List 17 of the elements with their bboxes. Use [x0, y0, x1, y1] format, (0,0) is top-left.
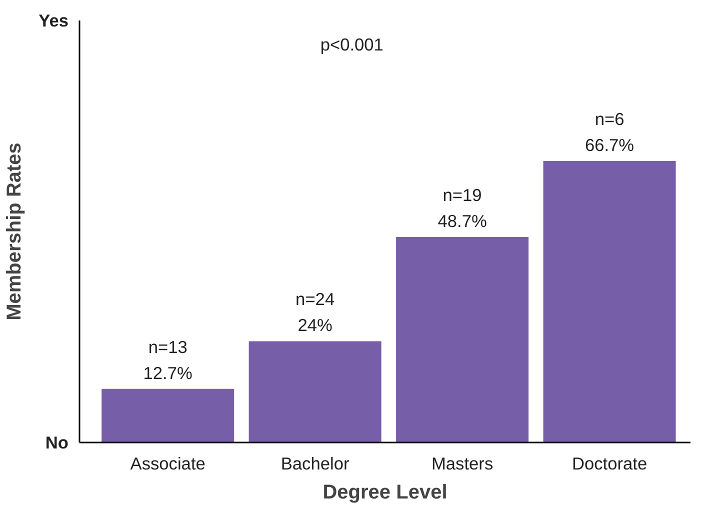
text: Yes [38, 10, 69, 30]
bar [396, 236, 529, 442]
bar [102, 388, 234, 442]
x-tick-label: Associate [130, 454, 206, 474]
data-label: n=6 66.7% [584, 109, 634, 156]
x-tick-label: Doctorate [572, 454, 648, 474]
x-axis-title: Degree Level [322, 482, 448, 504]
annotation: p<0.001 [320, 34, 384, 54]
data-label: n=19 48.7% [438, 184, 487, 231]
x-tick-label: Masters [431, 454, 494, 474]
data-label: n=13 12.7% [143, 336, 192, 383]
y-axis-title: Membership Rates [4, 142, 26, 320]
bar [248, 341, 382, 442]
text: No [45, 432, 69, 452]
data-label: n=24 24% [296, 289, 335, 336]
x-tick-label: Bachelor [280, 454, 350, 474]
bar [543, 161, 676, 442]
